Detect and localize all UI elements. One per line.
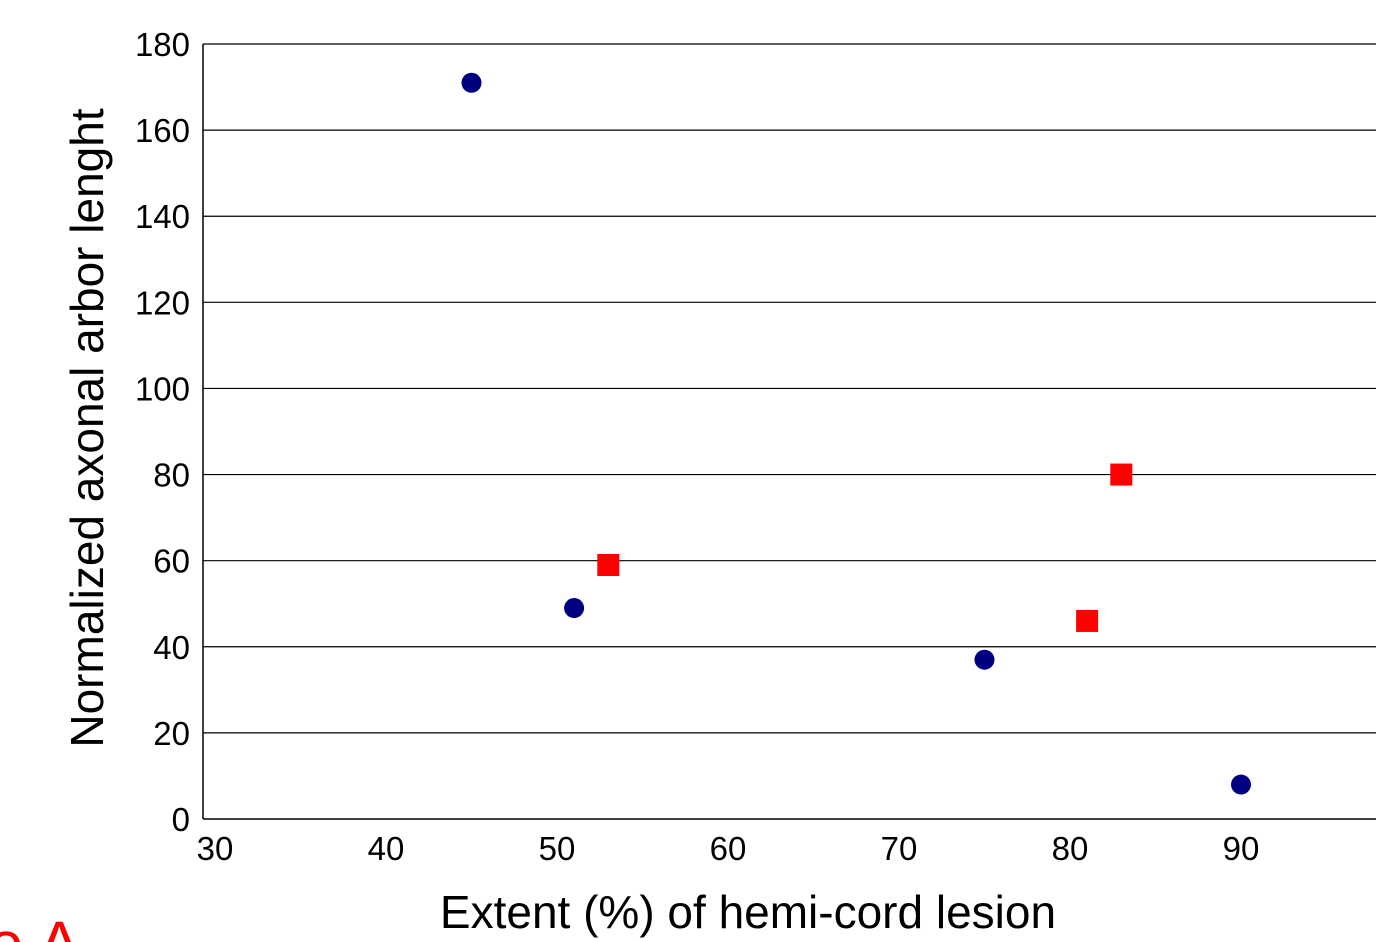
grid-lines xyxy=(203,43,1376,734)
panel-label: e A xyxy=(0,908,81,942)
x-tick-label-80: 80 xyxy=(1052,830,1089,867)
data-point-circle-2 xyxy=(564,598,585,619)
data-point-square-3 xyxy=(1110,463,1133,486)
y-tick-label-140: 140 xyxy=(135,198,190,235)
x-tick-label-60: 60 xyxy=(710,830,747,867)
x-tick-label-70: 70 xyxy=(881,830,918,867)
x-axis-title: Extent (%) of hemi-cord lesion xyxy=(440,886,1056,938)
y-axis-title: Normalized axonal arbor lenght xyxy=(61,108,113,747)
y-tick-label-180: 180 xyxy=(135,26,190,63)
axes xyxy=(202,44,1376,820)
x-tick-label-90: 90 xyxy=(1223,830,1260,867)
y-tick-label-60: 60 xyxy=(153,543,190,580)
y-tick-labels: 0 20 40 60 80 100 120 140 160 180 xyxy=(135,26,190,838)
y-tick-label-100: 100 xyxy=(135,370,190,407)
data-point-square-1 xyxy=(597,553,620,576)
data-point-circle-3 xyxy=(974,649,995,670)
y-tick-label-0: 0 xyxy=(172,801,190,838)
x-tick-label-40: 40 xyxy=(368,830,405,867)
x-tick-label-50: 50 xyxy=(539,830,576,867)
y-tick-label-80: 80 xyxy=(153,457,190,494)
x-tick-labels: 3040506070809010 xyxy=(197,830,1260,867)
y-tick-label-120: 120 xyxy=(135,284,190,321)
x-tick-label-30: 30 xyxy=(197,830,234,867)
y-tick-label-20: 20 xyxy=(153,715,190,752)
data-point-square-2 xyxy=(1076,609,1099,632)
y-tick-label-160: 160 xyxy=(135,112,190,149)
y-tick-label-40: 40 xyxy=(153,629,190,666)
data-point-circle-4 xyxy=(1231,774,1251,795)
data-point-circle-1 xyxy=(461,72,482,93)
data-points xyxy=(461,72,1251,795)
